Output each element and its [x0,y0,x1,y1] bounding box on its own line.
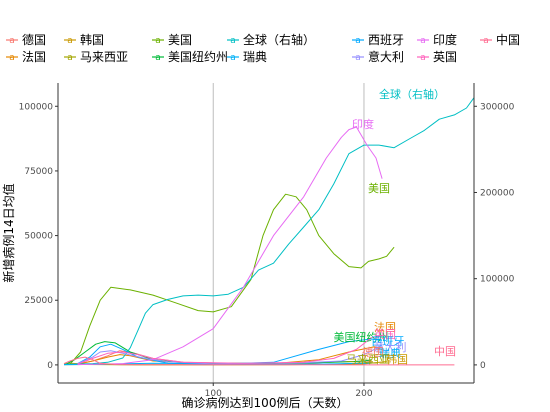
legend-item-9: a 意大利 [352,49,404,64]
end-label-0: 全球（右轴） [379,87,445,101]
legend-key-glyph-4: a [155,36,161,46]
y-right-tick-label-3: 300000 [480,102,515,112]
legend-key-glyph-9: a [355,53,361,63]
axes: 0 25000 50000 75000 100000 0 100000 200000 30000… [19,83,515,399]
legend-item-7: a 瑞典 [227,50,267,64]
legend-item-11: a 英国 [417,50,457,64]
legend-label-11: 英国 [433,50,457,64]
y-right-tick-label-2: 200000 [480,188,515,198]
legend-key-glyph-7: a [230,53,236,63]
legend-label-1: 法国 [22,50,46,64]
legend-label-5: 美国纽约州 [168,49,228,64]
legend-label-3: 马来西亚 [80,50,128,64]
legend-key-glyph-12: a [483,36,489,46]
legend-label-12: 中国 [496,32,520,47]
legend-key-glyph-11: a [420,53,426,63]
legend-label-9: 意大利 [368,49,404,64]
legend-item-2: a 韩国 [64,32,104,47]
legend-key-glyph-0: a [9,36,15,46]
legend-key-glyph-5: a [155,53,161,63]
end-label-3: 法国 [374,320,396,334]
legend-label-4: 美国 [168,33,192,47]
y-left-tick-label-2: 50000 [24,232,53,242]
legend-label-7: 瑞典 [243,50,267,64]
legend-key-glyph-6: a [230,36,236,46]
end-label-5: 英国 [374,327,396,341]
legend-item-0: a 德国 [6,32,46,47]
end-label-1: 印度 [352,117,374,131]
legend-key-glyph-8: a [355,36,361,46]
grid [212,83,365,383]
legend-item-1: a 法国 [6,50,46,64]
y-right-tick-label-1: 100000 [480,275,515,285]
legend-item-4: a 美国 [152,33,192,47]
legend-key-glyph-3: a [67,53,73,63]
series-line-10 [77,126,383,366]
legend-label-8: 西班牙 [368,33,404,47]
series-line-12 [63,356,455,366]
y-right-tick-label-0: 0 [480,361,486,371]
end-label-10: 马来西亚 [346,353,390,366]
legend-key-glyph-2: a [67,36,73,46]
legend-item-10: a 印度 [417,32,457,47]
end-label-11: 韩国 [386,352,408,366]
legend-label-10: 印度 [433,32,457,47]
plot-panel [58,83,474,383]
series-line-9 [77,345,383,365]
legend-label-0: 德国 [22,32,46,47]
legend-item-12: a 中国 [480,32,520,47]
legend-label-2: 韩国 [80,32,104,47]
end-label-7: 意大利 [374,340,407,354]
series-lines [63,97,475,366]
y-left-tick-label-3: 75000 [24,167,53,177]
legend-item-6: a 全球（右轴） [227,32,315,47]
series-line-4 [69,193,395,365]
series-line-11 [77,334,383,365]
end-label-12: 中国 [434,345,456,358]
end-label-4: 美国纽约州 [334,330,389,344]
x-axis-title: 确诊病例达到100例后（天数） [182,395,349,410]
end-label-8: 德国 [362,345,384,359]
legend-key-glyph-1: a [9,53,15,63]
series-line-6 [63,97,475,365]
legend-item-3: a 马来西亚 [64,50,128,64]
y-axis-title: 新增病例14日均值 [1,183,16,282]
series-line-8 [77,338,383,365]
x-tick-label-0: 100 [205,389,222,399]
end-label-9: 瑞典 [379,346,401,360]
y-left-tick-label-1: 25000 [24,296,53,306]
y-left-tick-label-0: 0 [47,361,53,371]
legend-key-glyph-10: a [420,36,426,46]
legend-label-6: 全球（右轴） [243,32,315,47]
end-label-2: 美国 [368,182,390,195]
legend-item-8: a 西班牙 [352,33,404,47]
legend-item-5: a 美国纽约州 [152,49,228,64]
x-tick-label-1: 200 [355,389,372,399]
y-left-tick-label-4: 100000 [19,102,54,112]
end-label-6: 西班牙 [372,335,405,348]
